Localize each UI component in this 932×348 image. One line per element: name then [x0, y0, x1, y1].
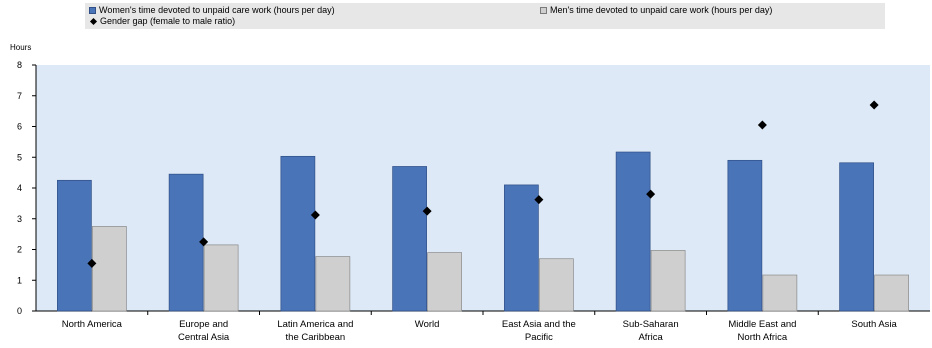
bar-women [839, 162, 874, 312]
legend-item-gap: Gender gap (female to male ratio) [89, 16, 235, 27]
x-tick-label: Middle East and [728, 319, 796, 330]
y-tick-label: 5 [17, 152, 22, 162]
bar-women [615, 151, 651, 312]
y-tick-label: 8 [17, 60, 22, 70]
x-tick-label: Africa [638, 332, 663, 343]
y-tick-label: 1 [17, 275, 22, 285]
bar-women [57, 179, 92, 312]
bar-men [539, 258, 574, 312]
gap-marker [422, 206, 432, 216]
x-tick-label: Central Asia [178, 332, 230, 343]
legend-label-men: Men's time devoted to unpaid care work (… [550, 5, 773, 15]
legend-item-men: Men's time devoted to unpaid care work (… [540, 5, 772, 16]
bar-women [504, 184, 539, 312]
x-tick-label: East Asia and the [502, 319, 576, 330]
x-tick-label: the Caribbean [286, 332, 346, 343]
y-tick-label: 7 [17, 91, 22, 101]
y-axis-label: Hours [10, 43, 31, 52]
gap-marker [87, 258, 97, 268]
x-tick-label: Europe and [179, 319, 228, 330]
x-tick-label: North America [62, 319, 123, 330]
bar-men [762, 274, 798, 312]
bars [57, 151, 909, 312]
x-tick-label: Latin America and [277, 319, 353, 330]
x-tick-label: South Asia [851, 319, 897, 330]
y-tick-label: 2 [17, 245, 22, 255]
bar-men [92, 226, 127, 312]
gap-markers [87, 100, 879, 268]
bar-women [727, 159, 763, 312]
bar-men [315, 256, 351, 312]
y-tick-label: 0 [17, 306, 22, 316]
x-tick-label: Sub-Saharan [623, 319, 679, 330]
gap-marker [757, 120, 767, 130]
y-tick-label: 4 [17, 183, 22, 193]
legend-label-women: Women's time devoted to unpaid care work… [99, 5, 335, 15]
y-tick-label: 3 [17, 214, 22, 224]
gap-marker [310, 210, 320, 220]
x-tick-label: North Africa [738, 332, 788, 343]
bar-women [280, 155, 316, 312]
legend: Women's time devoted to unpaid care work… [85, 3, 885, 29]
gap-marker [646, 189, 656, 199]
gap-marker [869, 100, 879, 110]
legend-item-women: Women's time devoted to unpaid care work… [89, 5, 335, 16]
x-tick-label: Pacific [525, 332, 553, 343]
legend-swatch-women [89, 7, 96, 14]
bar-men [650, 250, 686, 312]
bar-women [168, 173, 204, 312]
bar-men [203, 244, 239, 312]
category-labels: North America Europe and Central Asia Latin… [62, 319, 898, 343]
bar-women [392, 166, 427, 312]
gap-marker [534, 195, 544, 205]
y-tick-label: 6 [17, 122, 22, 132]
x-tick-label: World [415, 319, 440, 330]
bar-men [427, 252, 462, 312]
legend-swatch-men [540, 7, 547, 14]
bar-men [874, 274, 909, 312]
legend-label-gap: Gender gap (female to male ratio) [100, 16, 236, 26]
gap-marker [199, 237, 209, 247]
